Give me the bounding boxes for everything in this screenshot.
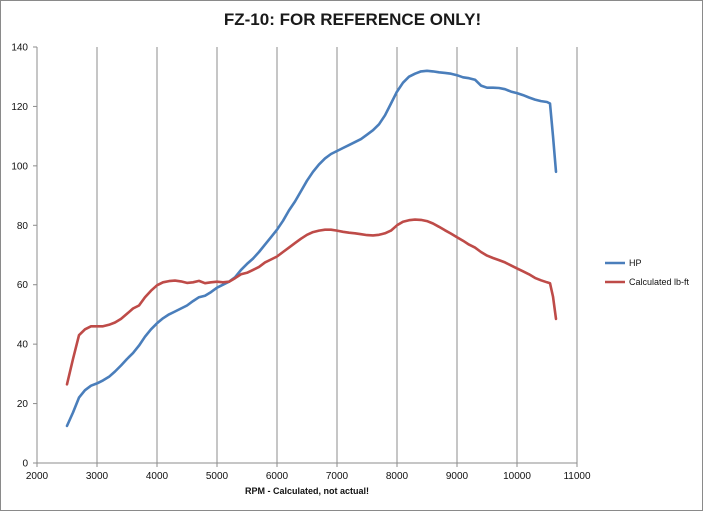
x-tick-label: 7000 (326, 471, 349, 482)
x-tick-labels: 2000 3000 4000 5000 6000 7000 8000 9000 10000 110… (26, 471, 591, 482)
legend-label: Calculated lb-ft (629, 277, 690, 287)
y-tick-label: 60 (17, 280, 29, 291)
series-line-torque (65, 218, 558, 386)
x-tick-label: 10000 (503, 471, 531, 482)
series-line-hp (65, 69, 558, 428)
y-tick-label: 100 (11, 161, 28, 172)
y-tick-label: 80 (17, 221, 29, 232)
legend-label: HP (629, 258, 642, 268)
x-axis-label: RPM - Calculated, not actual! (245, 486, 369, 496)
chart-title: FZ-10: FOR REFERENCE ONLY! (223, 10, 482, 29)
x-tick-label: 11000 (563, 471, 591, 482)
x-tick-label: 5000 (206, 471, 229, 482)
y-tick-label: 40 (17, 340, 29, 351)
y-tick-label: 0 (22, 459, 28, 470)
y-tick-label: 20 (17, 399, 29, 410)
x-tick-label: 8000 (386, 471, 409, 482)
x-tick-label: 6000 (266, 471, 289, 482)
x-tick-label: 4000 (146, 471, 169, 482)
x-tick-label: 9000 (446, 471, 469, 482)
x-tick-label: 2000 (26, 471, 49, 482)
y-tick-labels: 0 20 40 60 80 100 120 140 (11, 43, 28, 470)
legend: HP Calculated lb-ft (605, 258, 690, 287)
y-tick-label: 120 (11, 102, 28, 113)
series-lines (65, 69, 558, 428)
grid-lines (96, 47, 578, 463)
axes (33, 46, 578, 467)
x-tick-label: 3000 (86, 471, 109, 482)
y-tick-label: 140 (11, 43, 28, 54)
